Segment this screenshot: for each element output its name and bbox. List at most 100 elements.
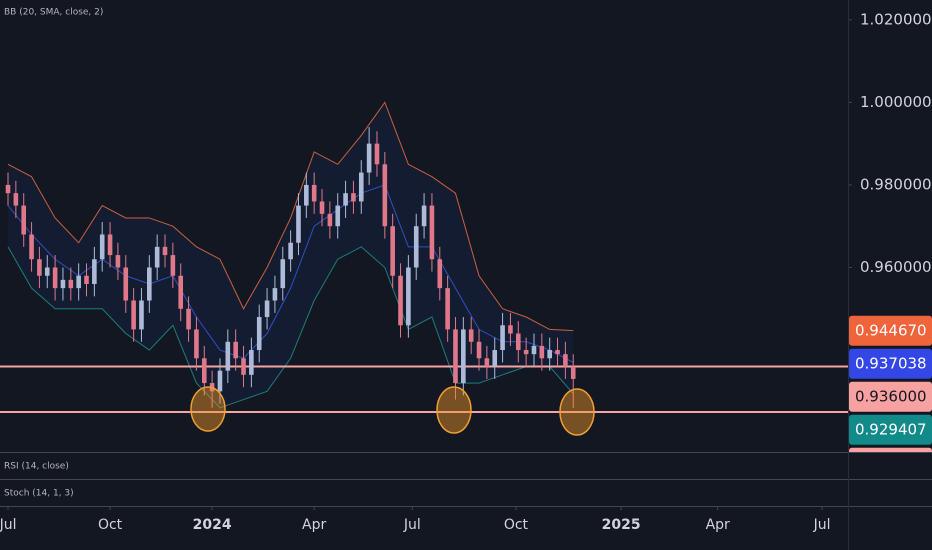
candle-body: [178, 275, 184, 309]
y-tick-label: 0.980000: [860, 175, 932, 193]
candle-body: [335, 205, 341, 227]
y-tick-label: 1.000000: [860, 93, 932, 111]
highlight-circle: [190, 386, 226, 432]
candle-body: [555, 350, 560, 355]
candle-body: [131, 300, 136, 330]
candle-body: [147, 267, 152, 301]
candle-body: [170, 255, 176, 276]
candle-body: [84, 275, 89, 284]
candle-body: [523, 350, 529, 355]
price-label: 0.936000: [855, 387, 927, 405]
candle-body: [445, 288, 450, 330]
price-label-box: [849, 348, 932, 379]
candle-body: [37, 259, 42, 276]
indicator-label: BB (20, SMA, close, 2): [4, 8, 103, 18]
candle-body: [217, 370, 223, 392]
x-tick-label: Apr: [706, 517, 730, 533]
candle-body: [382, 164, 388, 227]
candle-body: [304, 184, 309, 206]
band-lower: [7, 246, 574, 409]
band-upper: [7, 101, 574, 332]
price-label-box: [849, 381, 932, 412]
x-tick-label: Jul: [403, 517, 421, 533]
candle-body: [68, 279, 74, 289]
candle-body: [107, 234, 113, 256]
candle-body: [76, 275, 81, 289]
candle-body: [374, 143, 380, 165]
x-tick-label: Apr: [302, 517, 326, 533]
candle-body: [343, 193, 348, 206]
candle-body: [437, 259, 443, 289]
price-label: 0.944670: [855, 321, 927, 339]
y-tick-label: 0.960000: [860, 258, 932, 276]
pane-label: RSI (14, close): [4, 462, 69, 472]
candle-body: [484, 358, 490, 367]
candle-body: [515, 333, 521, 351]
candle-body: [508, 325, 513, 334]
candle-body: [461, 329, 466, 384]
candle-body: [358, 172, 364, 202]
candle-body: [311, 184, 317, 202]
candle-body: [406, 267, 411, 326]
candle-body: [13, 193, 19, 206]
candle-body: [390, 226, 395, 276]
candle-body: [288, 242, 293, 260]
x-tick-label: Jul: [0, 517, 16, 533]
candle-body: [570, 366, 576, 379]
candle-body: [296, 205, 301, 243]
candle-body: [99, 234, 105, 260]
candle-body: [44, 267, 50, 276]
x-tick-label: 2024: [193, 517, 232, 533]
price-label: 0.929407: [855, 420, 927, 438]
candle-body: [563, 354, 568, 367]
candle-body: [351, 193, 356, 202]
candle-body: [186, 308, 191, 330]
candle-body: [366, 143, 372, 173]
candle-body: [280, 259, 286, 289]
price-pane: 1.020000 1.000000 0.980000 0.960000 0.944670…: [0, 10, 932, 452]
price-label-box: [849, 414, 932, 445]
candle-body: [327, 213, 333, 227]
pane-label: Stoch (14, 1, 3): [4, 489, 74, 499]
candle-body: [60, 279, 66, 289]
candle-body: [233, 341, 238, 359]
highlight-circle: [436, 386, 472, 434]
candle-body: [539, 345, 545, 359]
candle-body: [468, 329, 474, 342]
y-tick-label: 1.020000: [860, 10, 932, 28]
candle-body: [194, 329, 199, 359]
candle-body: [413, 226, 419, 268]
candle-body: [123, 267, 129, 301]
candle-body: [319, 201, 325, 214]
candle-body: [241, 358, 246, 375]
candle-body: [92, 259, 97, 284]
price-label: 0.937038: [855, 354, 927, 372]
highlight-circle: [559, 388, 595, 436]
candle-body: [453, 329, 458, 384]
candle-body: [421, 205, 427, 227]
candle-body: [547, 350, 552, 359]
candle-body: [398, 275, 403, 326]
candle-body: [500, 325, 505, 351]
candle-body: [264, 300, 270, 318]
candle-body: [476, 341, 482, 359]
candle-body: [429, 205, 435, 260]
price-label-box: [849, 315, 932, 346]
x-tick-label: Oct: [98, 517, 123, 533]
x-tick-label: 2025: [602, 517, 641, 533]
x-tick-label: Jul: [813, 517, 831, 533]
x-tick-label: Oct: [504, 517, 529, 533]
candle-body: [201, 358, 207, 384]
candle-body: [52, 267, 58, 289]
candle-body: [21, 205, 27, 235]
candle-body: [5, 184, 11, 194]
candle-body: [272, 288, 278, 301]
price-label-box: [849, 447, 932, 452]
candle-body: [225, 341, 231, 371]
candle-body: [249, 350, 254, 375]
candle-body: [139, 300, 144, 330]
candle-body: [256, 317, 262, 351]
candle-body: [29, 234, 34, 260]
